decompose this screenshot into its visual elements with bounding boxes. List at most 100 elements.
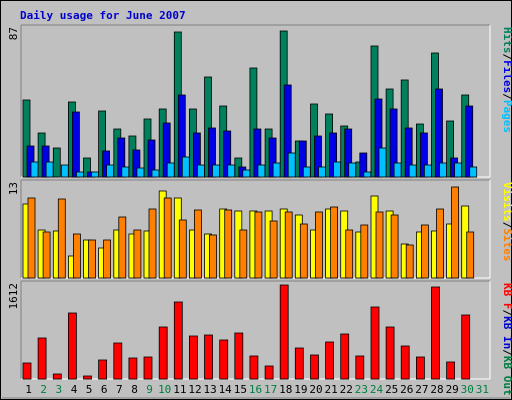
- bar-pages-day-22: [348, 162, 357, 178]
- bar-sites-day-28: [436, 208, 444, 279]
- bar-kb-f-day-13: [204, 334, 213, 380]
- bar-pages-day-20: [318, 166, 326, 178]
- bar-hits-day-29: [446, 120, 455, 178]
- bar-files-day-23: [359, 152, 368, 178]
- legend-entry: Files: [501, 60, 512, 93]
- legend-entry: Hits: [501, 27, 512, 54]
- x-tick-label-day-17: 17: [264, 383, 277, 396]
- x-tick-label-day-31: 31: [476, 383, 489, 396]
- x-tick-label-day-2: 2: [40, 383, 47, 396]
- bar-files-day-17: [268, 137, 277, 178]
- bar-pages-day-13: [212, 164, 220, 178]
- x-tick-label-day-5: 5: [86, 383, 93, 396]
- bar-sites-day-26: [405, 244, 414, 279]
- bar-pages-day-25: [393, 162, 402, 178]
- bar-sites-day-4: [73, 233, 81, 279]
- bar-sites-day-6: [103, 239, 111, 279]
- bar-pages-day-18: [287, 152, 296, 178]
- bar-files-day-21: [329, 132, 338, 178]
- bar-pages-day-29: [454, 162, 463, 178]
- x-tick-label-day-3: 3: [55, 383, 62, 396]
- bar-kb-f-day-3: [52, 373, 62, 380]
- panel-legend: Visits/Sites: [501, 182, 512, 262]
- x-tick-label-day-10: 10: [158, 383, 171, 396]
- series-sites: [27, 186, 475, 279]
- legend-entry: Sites: [501, 228, 512, 261]
- panel-legend: Hits/Files/Pages: [501, 27, 512, 133]
- bar-files-day-7: [117, 137, 126, 178]
- bar-files-day-30: [465, 105, 474, 178]
- y-max-label: 1612: [7, 283, 20, 310]
- legend-entry: KB Out: [501, 356, 512, 396]
- bar-sites-day-13: [209, 234, 217, 279]
- bar-pages-day-12: [196, 164, 205, 178]
- bar-kb-f-day-27: [415, 356, 425, 380]
- bar-sites-day-23: [360, 224, 369, 279]
- bar-pages-day-26: [408, 164, 417, 178]
- bar-sites-day-1: [27, 197, 36, 279]
- bar-kb-f-day-2: [37, 337, 47, 380]
- bar-kb-f-day-1: [22, 362, 32, 380]
- x-tick-label-day-11: 11: [173, 383, 186, 396]
- bar-kb-f-day-19: [294, 347, 304, 380]
- x-tick-label-day-1: 1: [25, 383, 32, 396]
- chart-title: Daily usage for June 2007: [20, 9, 186, 22]
- x-tick-label-day-4: 4: [71, 383, 78, 396]
- bar-pages-day-16: [257, 164, 266, 178]
- x-tick-label-day-21: 21: [324, 383, 337, 396]
- bar-hits-day-3: [52, 147, 61, 178]
- legend-entry: KB In: [501, 316, 512, 349]
- bar-files-day-20: [314, 135, 322, 178]
- bar-pages-day-19: [302, 166, 311, 178]
- bar-sites-day-8: [133, 229, 142, 279]
- bar-pages-day-8: [136, 167, 145, 178]
- bar-pages-day-11: [181, 156, 190, 178]
- bar-sites-day-12: [193, 209, 202, 279]
- legend-entry: /: [501, 54, 512, 61]
- bar-kb-f-day-4: [68, 312, 77, 380]
- bar-files-day-14: [223, 130, 232, 178]
- bar-pages-day-1: [30, 161, 39, 178]
- bar-files-day-26: [404, 127, 413, 178]
- x-tick-label-day-13: 13: [203, 383, 216, 396]
- panel-2: 13 Visits/Sites: [7, 179, 512, 279]
- bar-files-day-13: [208, 127, 216, 178]
- x-tick-label-day-6: 6: [101, 383, 108, 396]
- bar-pages-day-15: [242, 169, 251, 178]
- x-tick-label-day-22: 22: [340, 383, 353, 396]
- x-tick-label-day-12: 12: [188, 383, 201, 396]
- series-files: [26, 84, 474, 178]
- bar-files-day-28: [435, 88, 443, 178]
- bar-sites-day-14: [224, 209, 233, 279]
- bar-sites-day-7: [118, 216, 127, 279]
- bar-pages-day-14: [227, 164, 236, 178]
- x-tick-label-day-15: 15: [234, 383, 247, 396]
- x-tick-label-day-19: 19: [294, 383, 307, 396]
- legend-entry: Visits: [501, 182, 512, 222]
- bar-pages-day-27: [423, 164, 432, 178]
- bar-kb-f-day-12: [188, 335, 198, 380]
- bar-kb-f-day-30: [461, 314, 471, 380]
- bar-files-day-9: [147, 139, 156, 178]
- legend-entry: KB F: [501, 283, 512, 310]
- bar-kb-f-day-24: [370, 306, 380, 380]
- x-tick-label-day-26: 26: [400, 383, 413, 396]
- bar-sites-day-24: [375, 211, 384, 279]
- bar-kb-f-day-21: [325, 341, 335, 380]
- x-tick-label-day-18: 18: [279, 383, 292, 396]
- bar-pages-day-9: [151, 169, 160, 178]
- legend-entry: /: [501, 93, 512, 100]
- bar-kb-f-day-28: [431, 286, 440, 380]
- bar-files-day-25: [389, 108, 398, 178]
- bar-files-day-4: [72, 111, 80, 178]
- x-tick-label-day-20: 20: [309, 383, 322, 396]
- bar-sites-day-19: [299, 223, 308, 279]
- x-tick-label-day-25: 25: [385, 383, 398, 396]
- bar-hits-day-13: [204, 76, 212, 178]
- bar-files-day-18: [283, 84, 292, 178]
- bar-pages-day-24: [378, 147, 387, 178]
- bar-pages-day-17: [272, 162, 281, 178]
- bar-kb-f-day-26: [400, 345, 410, 380]
- x-tick-label-day-24: 24: [370, 383, 384, 396]
- bar-kb-f-day-7: [113, 342, 123, 380]
